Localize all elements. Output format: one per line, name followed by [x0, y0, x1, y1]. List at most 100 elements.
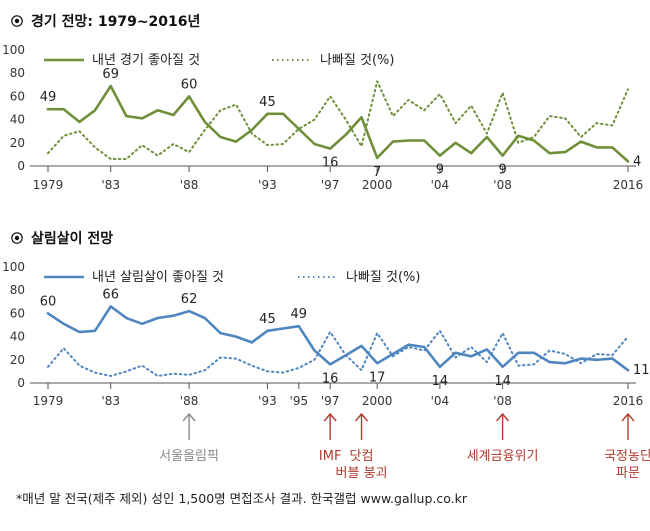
data-point	[408, 346, 410, 348]
data-point	[564, 353, 566, 355]
data-point	[439, 366, 441, 368]
data-point	[110, 85, 112, 87]
data-point	[47, 108, 49, 110]
y-tick-label: 0	[17, 376, 25, 390]
y-tick-label: 60	[10, 89, 25, 103]
data-point	[549, 115, 551, 117]
data-point	[611, 147, 613, 149]
data-point	[439, 93, 441, 95]
data-point	[157, 109, 159, 111]
data-point	[94, 109, 96, 111]
data-label: 11	[633, 363, 650, 378]
data-point	[173, 315, 175, 317]
event-label: 서울올림픽	[159, 449, 219, 464]
data-point	[267, 144, 269, 146]
title-bullet-icon	[11, 15, 23, 27]
data-point	[78, 365, 80, 367]
data-point	[267, 371, 269, 373]
series-line-1	[47, 80, 629, 160]
data-point	[110, 158, 112, 160]
series-points-0	[47, 85, 629, 162]
x-tick-label: '88	[180, 178, 199, 192]
data-point	[361, 345, 363, 347]
event-label-line: 닷컴	[350, 449, 374, 464]
data-point	[486, 133, 488, 135]
data-point	[502, 366, 504, 368]
data-point	[611, 354, 613, 356]
data-point	[329, 96, 331, 98]
data-point	[486, 348, 488, 350]
data-point	[47, 366, 49, 368]
data-point	[533, 364, 535, 366]
x-tick-label: '83	[101, 178, 120, 192]
data-point	[63, 135, 65, 137]
data-point	[298, 367, 300, 369]
x-tick-label: '04	[431, 394, 450, 408]
event-label: 세계금융위기	[467, 449, 539, 464]
data-label: 17	[369, 370, 386, 385]
data-point	[63, 108, 65, 110]
data-point	[502, 92, 504, 94]
data-point	[282, 113, 284, 115]
data-point	[517, 142, 519, 144]
data-point	[408, 140, 410, 142]
y-tick-label: 40	[10, 330, 25, 344]
data-label: 9	[436, 163, 444, 178]
data-point	[392, 115, 394, 117]
x-tick-label: 2016	[613, 394, 644, 408]
series-line-0	[46, 84, 630, 163]
series-points-1	[47, 330, 629, 377]
title-bullet-icon-dot	[14, 18, 20, 24]
legend-label: 나빠질 것(%)	[346, 270, 420, 285]
x-tick-label: '04	[431, 178, 450, 192]
data-point	[141, 144, 143, 146]
data-point	[564, 118, 566, 120]
data-point	[392, 141, 394, 143]
data-point	[220, 357, 222, 359]
data-label: 9	[498, 163, 506, 178]
data-point	[439, 155, 441, 157]
data-point	[173, 114, 175, 116]
data-point	[627, 336, 629, 338]
event-arrow-icon	[496, 412, 510, 422]
data-point	[345, 119, 347, 121]
data-point	[251, 129, 253, 131]
data-point	[376, 332, 378, 334]
data-point	[596, 147, 598, 149]
data-point	[157, 155, 159, 157]
data-label: 14	[432, 374, 449, 389]
data-point	[486, 136, 488, 138]
data-label: 16	[322, 371, 339, 386]
data-point	[125, 317, 127, 319]
data-point	[78, 130, 80, 132]
legend-label: 내년 경기 좋아질 것	[92, 53, 200, 68]
data-point	[423, 346, 425, 348]
data-point	[141, 365, 143, 367]
data-point	[63, 347, 65, 349]
data-label: 7	[373, 165, 381, 180]
data-label: 60	[181, 77, 198, 92]
x-tick-label: '97	[321, 394, 340, 408]
data-point	[267, 113, 269, 115]
x-tick-label: '97	[321, 178, 340, 192]
data-point	[125, 115, 127, 117]
data-point	[580, 362, 582, 364]
event-label-line: 세계금융위기	[467, 449, 539, 464]
data-point	[47, 313, 49, 315]
data-point	[423, 350, 425, 352]
footnote: *매년 말 전국(제주 제외) 성인 1,500명 면접조사 결과. 한국갤럽 …	[16, 491, 468, 506]
y-tick-label: 100	[2, 260, 25, 274]
data-label: 60	[40, 294, 57, 309]
y-tick-label: 0	[17, 159, 25, 173]
x-tick-label: '08	[493, 394, 512, 408]
data-point	[502, 332, 504, 334]
data-label: 49	[291, 307, 308, 322]
data-point	[361, 369, 363, 371]
data-point	[235, 104, 237, 106]
data-point	[376, 80, 378, 82]
data-point	[376, 362, 378, 364]
data-label: 4	[633, 154, 641, 169]
data-point	[627, 89, 629, 91]
data-point	[78, 331, 80, 333]
data-label: 14	[494, 374, 511, 389]
